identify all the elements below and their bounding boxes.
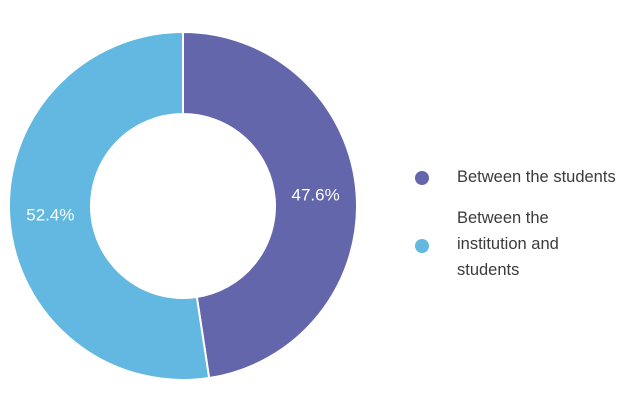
slice-label-0: 47.6%	[292, 185, 340, 204]
legend-swatch	[415, 239, 429, 253]
legend-label: Between the students	[457, 168, 616, 186]
slices-group	[8, 30, 358, 381]
legend-label: Between the institution and students	[457, 209, 559, 279]
slice-1[interactable]	[8, 30, 211, 381]
legend: Between the students Between the institu…	[410, 164, 641, 283]
legend-swatch	[415, 171, 429, 185]
slice-0[interactable]	[182, 30, 358, 380]
slice-label-1: 52.4%	[26, 206, 74, 225]
labels-group: 47.6% 52.4%	[26, 185, 339, 224]
legend-item-between-students[interactable]: Between the students	[410, 164, 641, 190]
legend-item-institution-and-students[interactable]: Between the institution and students	[410, 205, 641, 283]
